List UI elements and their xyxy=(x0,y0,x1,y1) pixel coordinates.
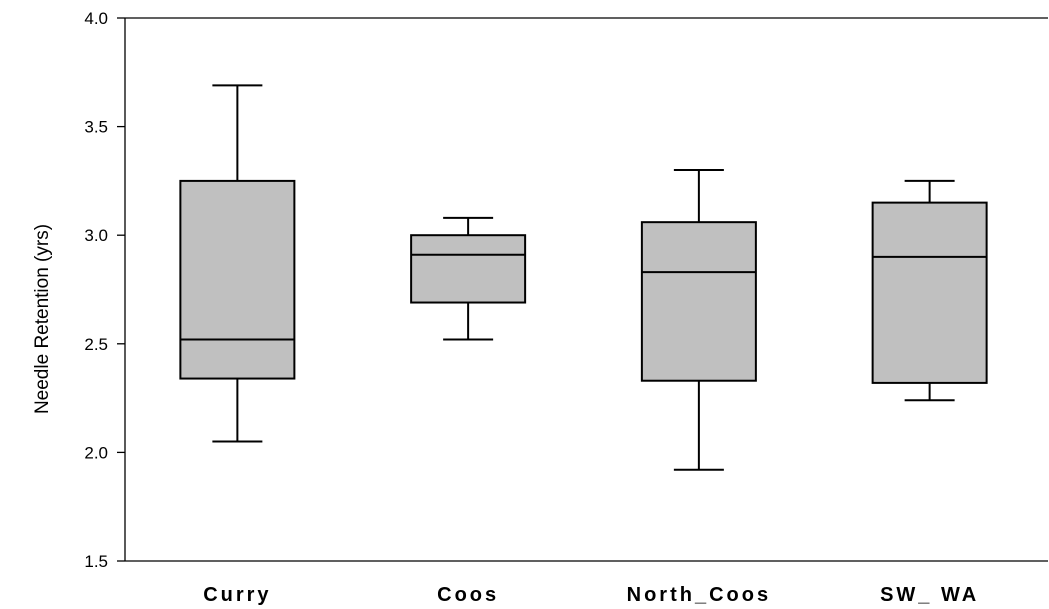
iqr-box xyxy=(640,221,757,382)
axes: 1.5 2.0 2.5 3.0 3.5 4.0 xyxy=(84,9,1048,571)
box-north-coos: North_Coos xyxy=(627,169,771,606)
iqr-box xyxy=(871,201,988,384)
y-tick-label: 3.0 xyxy=(84,226,108,245)
box-coos: Coos xyxy=(410,216,527,606)
iqr-box xyxy=(179,179,296,380)
box-curry: Curry xyxy=(179,84,296,606)
y-tick-label: 4.0 xyxy=(84,9,108,28)
y-tick-label: 3.5 xyxy=(84,118,108,137)
x-category-label: Coos xyxy=(437,584,499,606)
iqr-box xyxy=(410,234,527,304)
x-category-label: North_Coos xyxy=(627,584,771,606)
y-axis-title: Needle Retention (yrs) xyxy=(32,224,53,414)
y-tick-label: 1.5 xyxy=(84,552,108,571)
x-category-label: Curry xyxy=(203,584,271,606)
x-category-label: SW_ WA xyxy=(880,584,979,606)
y-tick-label: 2.5 xyxy=(84,335,108,354)
box-plot-series: Curry Coos North_Coos SW_ WA xyxy=(179,84,988,606)
box-sw-wa: SW_ WA xyxy=(871,179,988,606)
y-tick-label: 2.0 xyxy=(84,443,108,462)
